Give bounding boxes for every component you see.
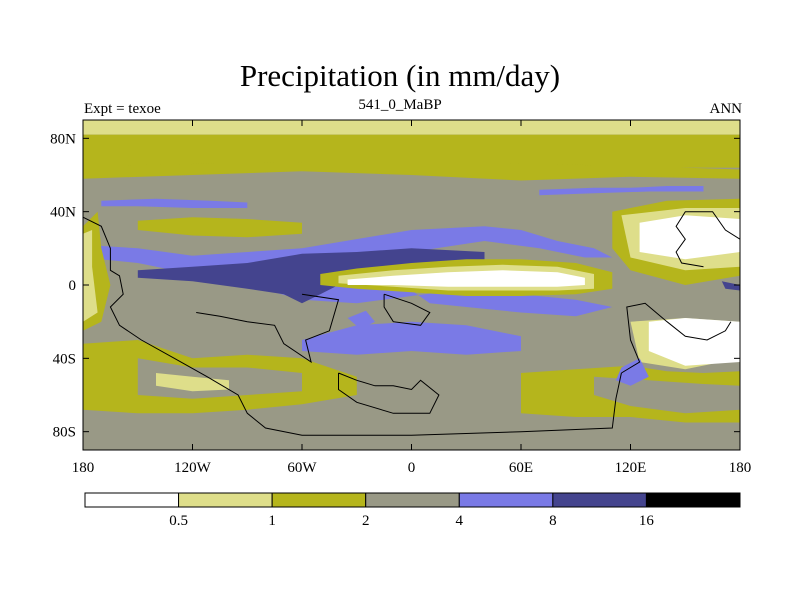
- band-below-0.5-east-desert: [648, 318, 740, 366]
- northeast-coastline: [675, 211, 740, 268]
- band-4-8-north-pacific-arm: [101, 198, 248, 208]
- colorbar-swatch: [458, 492, 554, 508]
- axis-ticks: 180 120W 60W 0 60E 120E 180 80N 40N 0 40S 80S: [50, 120, 751, 476]
- band-1-2-north-polar: [83, 134, 740, 148]
- band-0.5-1-north-polar: [83, 120, 740, 135]
- y-tick-label: 40S: [53, 351, 76, 367]
- band-4-8-north-atlantic-arm: [539, 186, 704, 196]
- band-below-0.5-east-highlands: [639, 215, 740, 260]
- x-tick-label: 60W: [287, 460, 317, 476]
- colorbar-swatch: [645, 492, 741, 508]
- band-1-2-subtropical-north-pacific: [137, 217, 302, 238]
- colorbar-level-label: 1: [268, 513, 276, 529]
- y-tick-label: 0: [69, 278, 77, 294]
- x-tick-label: 180: [72, 460, 95, 476]
- experiment-label: Expt = texoe: [84, 101, 161, 117]
- band-8-16-equatorial-core: [137, 248, 485, 304]
- west-coastline: [83, 216, 622, 436]
- colorbar-swatch: [84, 492, 180, 508]
- colorbar-level-label: 16: [639, 513, 655, 529]
- band-4-8-indian-patch: [347, 310, 375, 329]
- precipitation-field: [83, 120, 740, 450]
- south-inland-coastline: [196, 293, 340, 364]
- x-tick-label: 120W: [174, 460, 212, 476]
- colorbar-legend: 0.5 1 2 4 8 16: [84, 492, 741, 529]
- east-coastline: [621, 302, 732, 374]
- equatorial-island-coastline: [383, 293, 431, 326]
- colorbar-level-label: 8: [549, 513, 557, 529]
- band-2-4-east-shelf-interior: [594, 376, 740, 414]
- band-below-0.5-dry-belt: [347, 270, 585, 287]
- x-tick-label: 180: [729, 460, 752, 476]
- band-1-2-northern-storm-belt: [83, 160, 740, 181]
- chart-title: Precipitation (in mm/day): [239, 58, 561, 93]
- band-8-16-small-core: [721, 281, 740, 291]
- colorbar-swatch: [178, 492, 273, 508]
- y-tick-label: 40N: [50, 205, 76, 221]
- colorbar-swatch: [552, 492, 647, 508]
- x-tick-label: 60E: [509, 460, 533, 476]
- x-tick-label: 120E: [615, 460, 647, 476]
- x-tick-label: 0: [408, 460, 416, 476]
- y-tick-label: 80S: [53, 425, 76, 441]
- season-label: ANN: [709, 101, 743, 117]
- band-0.5-1-west-coast: [83, 230, 98, 322]
- band-1-2-north-high: [83, 147, 740, 168]
- colorbar-swatch: [365, 492, 460, 508]
- colorbar-level-label: 2: [362, 513, 370, 529]
- south-island-coastline: [338, 372, 440, 414]
- y-tick-label: 80N: [50, 131, 76, 147]
- band-2-4-south-polar: [83, 428, 740, 450]
- band-4-8-southern-subtropics: [302, 321, 521, 355]
- period-label: 541_0_MaBP: [358, 97, 442, 113]
- continent-outlines: [83, 211, 740, 436]
- band-0.5-1-southern-desert: [156, 373, 229, 392]
- colorbar-swatch: [271, 492, 367, 508]
- band-4-8-south-atlantic-patch: [615, 358, 649, 386]
- colorbar-level-label: 0.5: [169, 513, 188, 529]
- colorbar-level-label: 4: [456, 513, 464, 529]
